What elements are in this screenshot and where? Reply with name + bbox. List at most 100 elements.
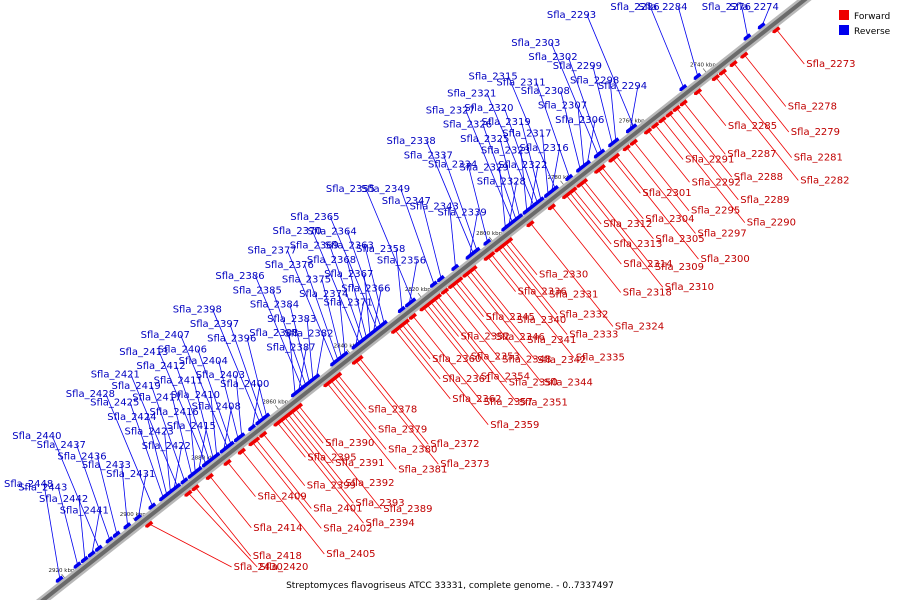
gene-arrow-Sfla_2281[interactable] [718,68,727,76]
gene-label-Sfla_2344[interactable]: Sfla_2344 [544,378,593,389]
gene-label-Sfla_2346[interactable]: Sfla_2346 [496,332,545,343]
gene-label-Sfla_2384[interactable]: Sfla_2384 [250,300,299,311]
gene-arrow-Sfla_2274[interactable] [757,22,766,30]
gene-label-Sfla_2318[interactable]: Sfla_2318 [623,288,672,299]
gene-label-Sfla_2276[interactable]: Sfla_2276 [702,2,751,13]
gene-label-Sfla_2414[interactable]: Sfla_2414 [253,523,302,534]
gene-label-Sfla_2352[interactable]: Sfla_2352 [461,332,510,343]
gene-arrow-Sfla_2290[interactable] [658,115,667,124]
gene-label-Sfla_2311[interactable]: Sfla_2311 [496,78,545,89]
gene-label-Sfla_2332[interactable]: Sfla_2332 [559,310,608,321]
gene-arrow-Sfla_2284[interactable] [693,72,702,81]
gene-label-Sfla_2424[interactable]: Sfla_2424 [107,412,156,423]
gene-label-Sfla_2383[interactable]: Sfla_2383 [267,314,316,325]
gene-label-Sfla_2381[interactable]: Sfla_2381 [398,464,447,475]
gene-label-Sfla_2355[interactable]: Sfla_2355 [326,184,375,195]
gene-label-Sfla_2366[interactable]: Sfla_2366 [341,284,390,295]
gene-arrow-Sfla_2310[interactable] [576,180,585,188]
gene-arrow-Sfla_2279[interactable] [729,59,738,68]
gene-arrow-Sfla_2430[interactable] [145,520,154,528]
gene-label-Sfla_2367[interactable]: Sfla_2367 [324,269,373,280]
gene-label-Sfla_2371[interactable]: Sfla_2371 [324,298,373,309]
gene-label-Sfla_2395[interactable]: Sfla_2395 [307,452,356,463]
gene-arrow-Sfla_2443[interactable] [73,561,82,569]
gene-label-Sfla_2326[interactable]: Sfla_2326 [443,120,492,131]
gene-arrow-Sfla_2433[interactable] [123,522,132,530]
gene-label-Sfla_2418[interactable]: Sfla_2418 [253,551,302,562]
gene-arrow-Sfla_2333[interactable] [494,245,503,253]
gene-label-Sfla_2409[interactable]: Sfla_2409 [258,492,307,503]
gene-label-Sfla_2293[interactable]: Sfla_2293 [547,10,596,21]
gene-label-Sfla_2380[interactable]: Sfla_2380 [388,445,437,456]
gene-label-Sfla_2369[interactable]: Sfla_2369 [290,240,339,251]
gene-label-Sfla_2406[interactable]: Sfla_2406 [158,344,207,355]
gene-arrow-Sfla_2287[interactable] [679,98,688,107]
gene-arrow-Sfla_2420[interactable] [184,489,193,497]
gene-label-Sfla_2321[interactable]: Sfla_2321 [447,88,496,99]
gene-label-Sfla_2373[interactable]: Sfla_2373 [440,459,489,470]
gene-label-Sfla_2413[interactable]: Sfla_2413 [119,347,168,358]
gene-arrow-Sfla_2381[interactable] [323,379,332,388]
gene-label-Sfla_2396[interactable]: Sfla_2396 [207,333,256,344]
gene-label-Sfla_2312[interactable]: Sfla_2312 [603,219,652,230]
gene-label-Sfla_2301[interactable]: Sfla_2301 [642,188,691,199]
gene-label-Sfla_2286[interactable]: Sfla_2286 [610,2,659,13]
gene-label-Sfla_2345[interactable]: Sfla_2345 [486,312,535,323]
gene-label-Sfla_2338[interactable]: Sfla_2338 [387,136,436,147]
gene-arrow-Sfla_2297[interactable] [622,143,631,152]
gene-arrow-Sfla_2317[interactable] [544,190,553,199]
gene-label-Sfla_2422[interactable]: Sfla_2422 [142,441,191,452]
gene-label-Sfla_2316[interactable]: Sfla_2316 [520,143,569,154]
gene-label-Sfla_2337[interactable]: Sfla_2337 [404,151,453,162]
gene-label-Sfla_2399[interactable]: Sfla_2399 [307,481,356,492]
gene-arrow-Sfla_2354[interactable] [419,304,428,312]
gene-label-Sfla_2387[interactable]: Sfla_2387 [266,343,315,354]
gene-label-Sfla_2393[interactable]: Sfla_2393 [355,498,404,509]
gene-label-Sfla_2394[interactable]: Sfla_2394 [366,518,415,529]
gene-arrow-Sfla_2373[interactable] [351,357,360,365]
gene-label-Sfla_2282[interactable]: Sfla_2282 [800,175,849,186]
gene-arrow-Sfla_2348[interactable] [441,287,450,295]
gene-arrow-Sfla_2436[interactable] [112,530,121,539]
gene-arrow-Sfla_2291[interactable] [651,121,660,129]
gene-label-Sfla_2403[interactable]: Sfla_2403 [196,370,245,381]
gene-arrow-Sfla_2282[interactable] [711,73,720,82]
gene-arrow-Sfla_2408[interactable] [219,446,228,454]
gene-label-Sfla_2303[interactable]: Sfla_2303 [511,38,560,49]
gene-label-Sfla_2320[interactable]: Sfla_2320 [464,103,513,114]
gene-arrow-Sfla_2362[interactable] [391,326,400,334]
gene-arrow-Sfla_2299[interactable] [608,140,617,148]
gene-label-Sfla_2390[interactable]: Sfla_2390 [325,438,374,449]
gene-label-Sfla_2362[interactable]: Sfla_2362 [452,394,501,405]
gene-arrow-Sfla_2295[interactable] [629,138,638,146]
gene-label-Sfla_2281[interactable]: Sfla_2281 [794,153,843,164]
gene-label-Sfla_2310[interactable]: Sfla_2310 [665,282,714,293]
gene-label-Sfla_2324[interactable]: Sfla_2324 [615,322,664,333]
gene-arrow-Sfla_2276[interactable] [743,33,752,41]
gene-label-Sfla_2417[interactable]: Sfla_2417 [132,392,181,403]
gene-label-Sfla_2419[interactable]: Sfla_2419 [112,381,161,392]
gene-label-Sfla_2378[interactable]: Sfla_2378 [368,405,417,416]
gene-arrow-Sfla_2292[interactable] [644,127,653,135]
gene-label-Sfla_2433[interactable]: Sfla_2433 [82,460,131,471]
gene-label-Sfla_2401[interactable]: Sfla_2401 [313,504,362,515]
gene-label-Sfla_2278[interactable]: Sfla_2278 [788,102,837,113]
gene-label-Sfla_2331[interactable]: Sfla_2331 [549,290,598,301]
gene-arrow-Sfla_2357[interactable] [408,312,417,320]
gene-label-Sfla_2376[interactable]: Sfla_2376 [265,260,314,271]
gene-label-Sfla_2363[interactable]: Sfla_2363 [325,241,374,252]
gene-label-Sfla_2290[interactable]: Sfla_2290 [747,218,796,229]
gene-arrow-Sfla_2398[interactable] [255,418,264,426]
gene-arrow-Sfla_2442[interactable] [80,555,89,564]
gene-arrow-Sfla_2336[interactable] [483,253,492,261]
gene-label-Sfla_2357[interactable]: Sfla_2357 [484,397,533,408]
gene-label-Sfla_2315[interactable]: Sfla_2315 [469,72,518,83]
gene-label-Sfla_2385[interactable]: Sfla_2385 [233,285,282,296]
gene-arrow-Sfla_2343[interactable] [451,263,460,272]
gene-label-Sfla_2274[interactable]: Sfla_2274 [730,2,779,13]
gene-label-Sfla_2305[interactable]: Sfla_2305 [655,234,704,245]
gene-label-Sfla_2386[interactable]: Sfla_2386 [215,271,264,282]
gene-arrow-Sfla_2318[interactable] [547,202,556,211]
gene-label-Sfla_2299[interactable]: Sfla_2299 [553,61,602,72]
gene-label-Sfla_2405[interactable]: Sfla_2405 [326,549,375,560]
